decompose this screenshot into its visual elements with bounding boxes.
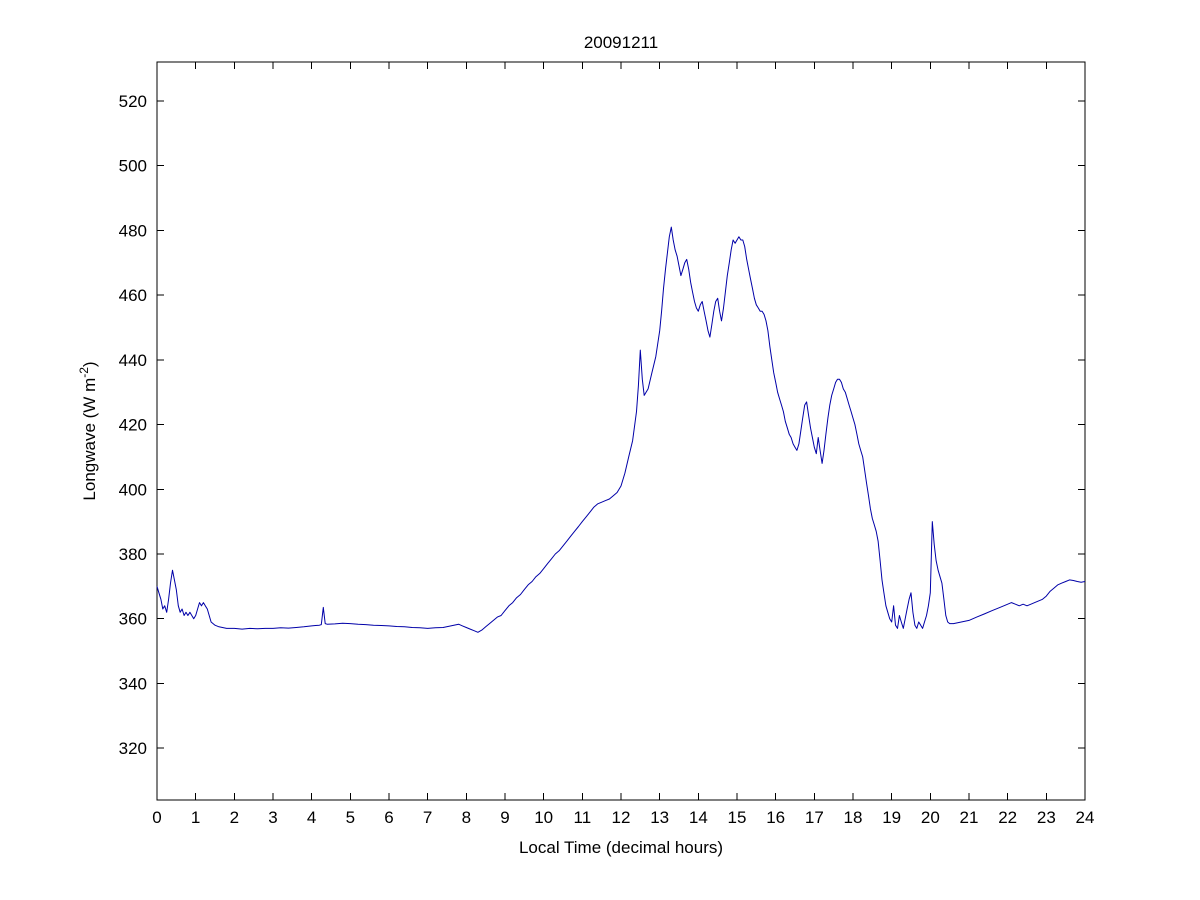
y-tick-label: 500 [119,157,147,176]
x-tick-label: 24 [1076,808,1095,827]
y-tick-label: 320 [119,739,147,758]
y-tick-label: 340 [119,674,147,693]
x-tick-label: 15 [728,808,747,827]
x-tick-label: 23 [1037,808,1056,827]
y-tick-label: 480 [119,221,147,240]
x-tick-label: 20 [921,808,940,827]
y-tick-label: 520 [119,92,147,111]
y-axis-label: Longwave (W m-2) [77,361,99,500]
y-tick-label: 360 [119,610,147,629]
x-tick-label: 1 [191,808,200,827]
x-tick-label: 8 [462,808,471,827]
x-tick-label: 4 [307,808,316,827]
x-tick-label: 3 [268,808,277,827]
x-tick-label: 10 [534,808,553,827]
y-tick-label: 420 [119,416,147,435]
data-line [156,226,1086,633]
x-tick-label: 13 [650,808,669,827]
y-tick-label: 440 [119,351,147,370]
x-tick-label: 9 [500,808,509,827]
x-tick-label: 16 [766,808,785,827]
y-tick-label: 460 [119,286,147,305]
x-tick-label: 11 [574,808,592,827]
y-tick-label: 400 [119,480,147,499]
x-tick-label: 6 [384,808,393,827]
x-tick-label: 7 [423,808,432,827]
x-tick-label: 12 [612,808,631,827]
y-axis-label-text: Longwave (W m-2) [77,361,99,500]
x-tick-label: 5 [346,808,355,827]
x-tick-label: 18 [844,808,863,827]
plot-generated-layer: 0 1 2 3 4 5 6 7 8 9 10 11 12 13 14 15 16 17 18 19 20 21 22 23 24… [119,61,1095,827]
x-tick-label: 22 [998,808,1017,827]
x-tick-label: 0 [152,808,161,827]
x-tick-label: 21 [960,808,979,827]
plot-title: 20091211 [584,33,658,52]
x-tick-label: 14 [689,808,708,827]
x-tick-label: 19 [882,808,901,827]
x-tick-label: 2 [230,808,239,827]
x-tick-label: 17 [805,808,824,827]
x-axis-label: Local Time (decimal hours) [519,838,723,857]
y-tick-label: 380 [119,545,147,564]
plot-box [156,61,1086,801]
